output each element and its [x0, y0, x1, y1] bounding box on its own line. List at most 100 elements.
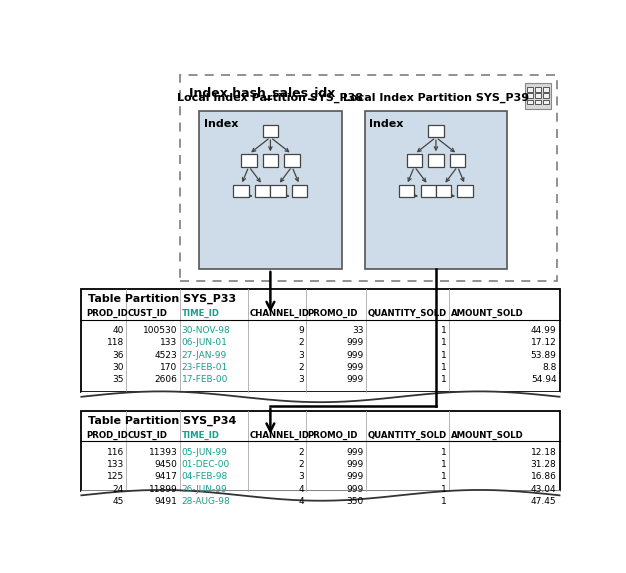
Text: 43.04: 43.04 — [531, 485, 557, 493]
Text: 28-AUG-98: 28-AUG-98 — [182, 497, 230, 506]
Text: 11899: 11899 — [149, 485, 178, 493]
Text: CHANNEL_ID: CHANNEL_ID — [249, 431, 309, 440]
Text: 999: 999 — [347, 460, 364, 469]
Bar — [284, 154, 300, 167]
Text: 2606: 2606 — [155, 375, 178, 384]
Bar — [527, 100, 533, 104]
FancyBboxPatch shape — [180, 75, 557, 281]
Bar — [535, 87, 541, 92]
Text: 133: 133 — [160, 338, 178, 347]
Text: 30: 30 — [112, 363, 124, 372]
Text: PROD_ID: PROD_ID — [86, 431, 128, 440]
Text: AMOUNT_SOLD: AMOUNT_SOLD — [451, 431, 524, 440]
Text: 2: 2 — [298, 338, 304, 347]
Text: 3: 3 — [298, 351, 304, 360]
Text: 999: 999 — [347, 472, 364, 481]
Text: 1: 1 — [441, 497, 447, 506]
Text: 11393: 11393 — [149, 448, 178, 457]
Text: 9450: 9450 — [155, 460, 178, 469]
Bar — [199, 111, 342, 269]
Bar — [543, 93, 549, 98]
Text: 2: 2 — [298, 448, 304, 457]
Bar — [527, 93, 533, 98]
Text: Index hash_sales_idx: Index hash_sales_idx — [189, 87, 336, 100]
Bar — [535, 100, 541, 104]
Text: Index: Index — [204, 119, 238, 129]
Text: 35: 35 — [112, 375, 124, 384]
Text: 05-JUN-99: 05-JUN-99 — [182, 448, 227, 457]
Text: 04-FEB-98: 04-FEB-98 — [182, 472, 228, 481]
Text: Local Index Partition SYS_P38: Local Index Partition SYS_P38 — [177, 93, 363, 103]
Bar — [263, 154, 278, 167]
Text: 3: 3 — [298, 472, 304, 481]
Text: 3: 3 — [298, 375, 304, 384]
Bar — [270, 185, 286, 197]
Bar — [543, 87, 549, 92]
Bar — [399, 185, 414, 197]
Text: 4523: 4523 — [155, 351, 178, 360]
Bar — [81, 289, 560, 392]
Text: 1: 1 — [441, 460, 447, 469]
Bar — [428, 154, 444, 167]
Text: 36: 36 — [112, 351, 124, 360]
Bar — [263, 125, 278, 138]
Text: 01-DEC-00: 01-DEC-00 — [182, 460, 230, 469]
Text: 4: 4 — [298, 497, 304, 506]
Text: 9: 9 — [298, 326, 304, 335]
Bar — [535, 93, 541, 98]
Text: 26-JUN-99: 26-JUN-99 — [182, 485, 227, 493]
Text: 1: 1 — [441, 351, 447, 360]
Text: PROMO_ID: PROMO_ID — [308, 309, 358, 318]
Text: 1: 1 — [441, 363, 447, 372]
Text: 54.94: 54.94 — [531, 375, 557, 384]
Text: 33: 33 — [352, 326, 364, 335]
Bar — [421, 185, 436, 197]
Text: 133: 133 — [106, 460, 124, 469]
Text: Local Index Partition SYS_P39: Local Index Partition SYS_P39 — [343, 93, 529, 103]
Bar — [436, 185, 451, 197]
Bar — [527, 87, 533, 92]
Bar — [292, 185, 307, 197]
Text: 9417: 9417 — [155, 472, 178, 481]
Text: 17-FEB-00: 17-FEB-00 — [182, 375, 228, 384]
Text: 999: 999 — [347, 485, 364, 493]
Bar — [365, 111, 507, 269]
Text: 1: 1 — [441, 448, 447, 457]
Text: 1: 1 — [441, 375, 447, 384]
Bar — [543, 100, 549, 104]
Text: 4: 4 — [298, 485, 304, 493]
Text: 999: 999 — [347, 375, 364, 384]
Text: CUST_ID: CUST_ID — [128, 309, 168, 318]
Text: 170: 170 — [160, 363, 178, 372]
Text: 06-JUN-01: 06-JUN-01 — [182, 338, 227, 347]
Text: 16.86: 16.86 — [531, 472, 557, 481]
Bar — [233, 185, 249, 197]
Bar — [458, 185, 473, 197]
Text: Table Partition SYS_P34: Table Partition SYS_P34 — [88, 415, 236, 426]
Text: 125: 125 — [106, 472, 124, 481]
Bar — [428, 125, 444, 138]
Text: 27-JAN-99: 27-JAN-99 — [182, 351, 227, 360]
Text: CHANNEL_ID: CHANNEL_ID — [249, 309, 309, 318]
Text: 47.45: 47.45 — [531, 497, 557, 506]
Text: 100530: 100530 — [143, 326, 178, 335]
Text: 53.89: 53.89 — [531, 351, 557, 360]
Text: 9491: 9491 — [155, 497, 178, 506]
Text: 999: 999 — [347, 448, 364, 457]
Text: TIME_ID: TIME_ID — [182, 431, 220, 440]
Text: 12.18: 12.18 — [531, 448, 557, 457]
Text: QUANTITY_SOLD: QUANTITY_SOLD — [368, 431, 447, 440]
Bar — [450, 154, 465, 167]
FancyBboxPatch shape — [525, 83, 551, 109]
Text: 24: 24 — [113, 485, 124, 493]
Text: 1: 1 — [441, 472, 447, 481]
Text: 116: 116 — [106, 448, 124, 457]
Text: QUANTITY_SOLD: QUANTITY_SOLD — [368, 309, 447, 318]
Text: 17.12: 17.12 — [531, 338, 557, 347]
Bar — [407, 154, 422, 167]
Bar — [255, 185, 270, 197]
Text: 999: 999 — [347, 338, 364, 347]
Text: 45: 45 — [112, 497, 124, 506]
Text: 999: 999 — [347, 363, 364, 372]
Bar — [81, 411, 560, 490]
